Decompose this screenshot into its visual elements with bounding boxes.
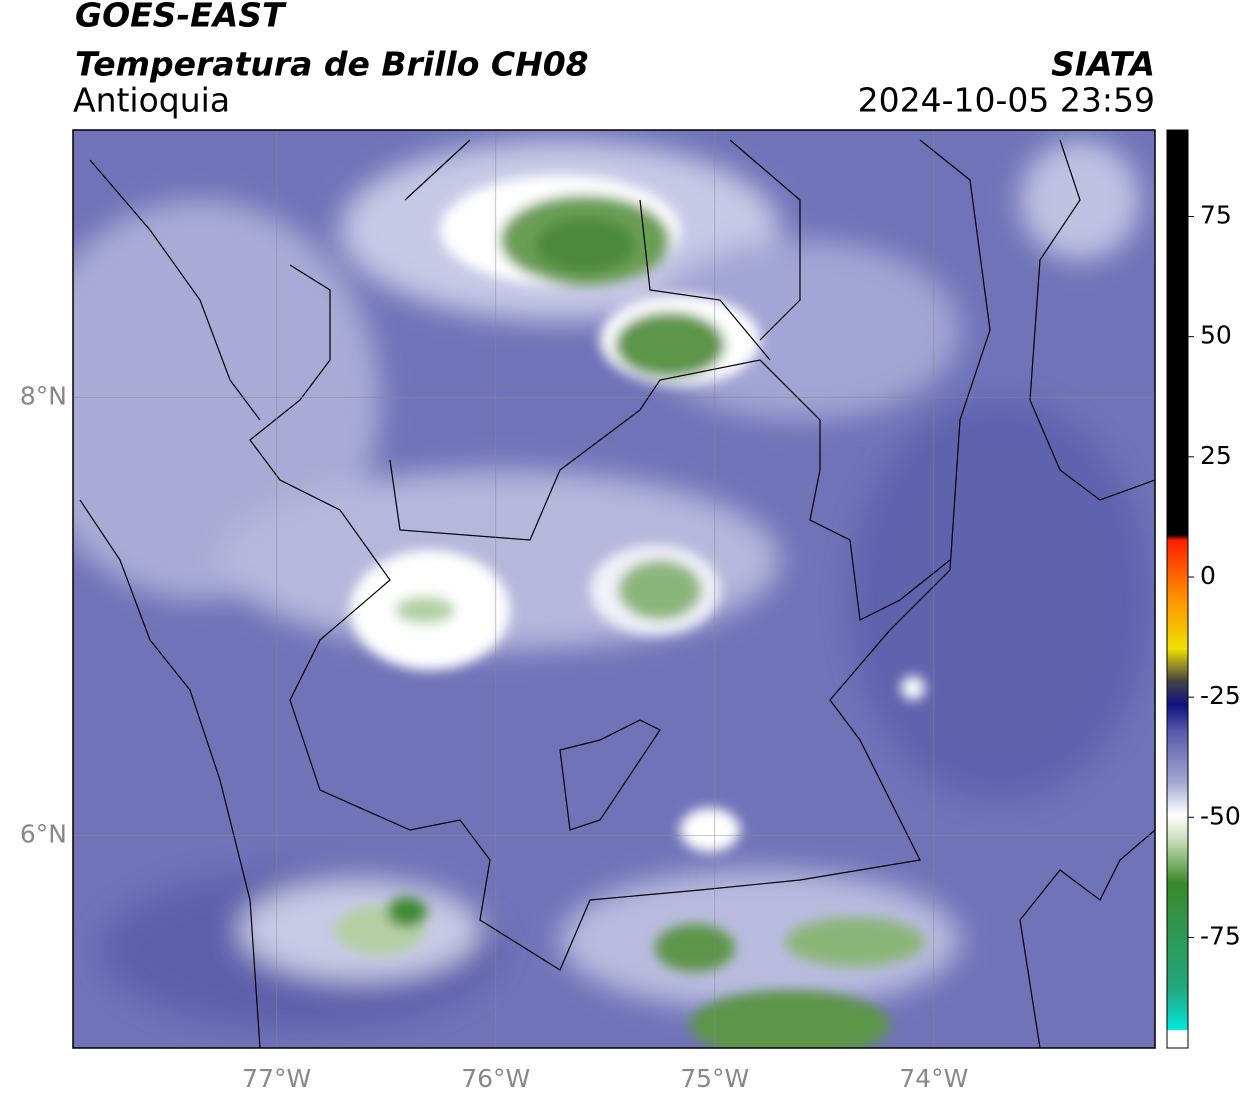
satellite-title: GOES-EAST	[75, 0, 287, 35]
colorbar-tick-label: 0	[1200, 561, 1216, 590]
source-label: SIATA	[1051, 45, 1155, 84]
colorbar-tick-label: 25	[1200, 441, 1232, 470]
datetime-label: 2024-10-05 23:59	[858, 81, 1155, 120]
x-tick-label: 77°W	[242, 1064, 311, 1093]
colorbar-tick-label: -50	[1200, 801, 1241, 830]
x-tick-label: 76°W	[461, 1064, 530, 1093]
grid	[73, 130, 1155, 1048]
x-tick-label: 74°W	[899, 1064, 968, 1093]
region-label: Antioquia	[73, 81, 230, 120]
colorbar-tick-label: 75	[1200, 201, 1232, 230]
x-tick-label: 75°W	[680, 1064, 749, 1093]
map-frame	[72, 129, 1156, 1049]
colorbar-tick-label: 50	[1200, 321, 1232, 350]
colorbar-tick-label: -75	[1200, 921, 1241, 950]
product-title: Temperatura de Brillo CH08	[75, 45, 589, 84]
colorbar-tick-label: -25	[1200, 681, 1241, 710]
colorbar	[1166, 129, 1189, 1049]
y-tick-label: 6°N	[20, 819, 67, 848]
y-tick-label: 8°N	[20, 381, 67, 410]
map-imagery	[73, 130, 1155, 1048]
